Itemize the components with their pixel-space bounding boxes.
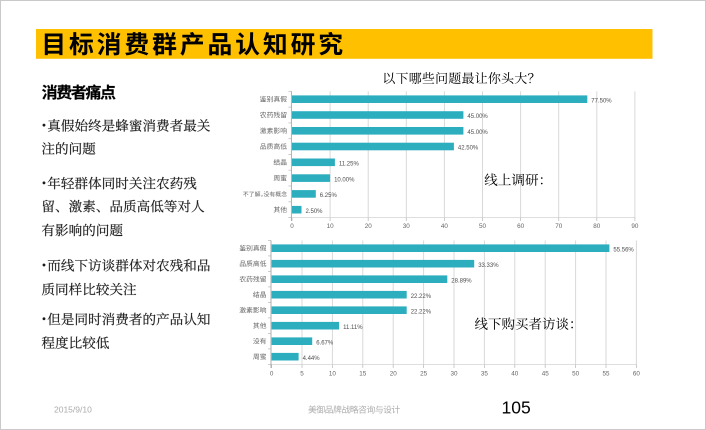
- svg-text:70: 70: [555, 223, 563, 230]
- svg-text:60: 60: [517, 223, 525, 230]
- svg-text:50: 50: [572, 371, 580, 378]
- svg-text:35: 35: [481, 371, 489, 378]
- svg-text:11.25%: 11.25%: [339, 162, 360, 168]
- svg-text:10.00%: 10.00%: [334, 177, 355, 183]
- svg-text:10: 10: [327, 223, 335, 230]
- svg-text:60: 60: [633, 371, 641, 378]
- svg-text:11.11%: 11.11%: [343, 325, 363, 331]
- svg-text:55.56%: 55.56%: [613, 247, 634, 253]
- svg-text:22.22%: 22.22%: [411, 294, 432, 300]
- svg-text:50: 50: [479, 223, 487, 230]
- svg-text:42.50%: 42.50%: [458, 146, 479, 152]
- svg-text:30: 30: [403, 223, 411, 230]
- svg-text:2.50%: 2.50%: [306, 209, 324, 215]
- svg-text:15: 15: [359, 371, 367, 378]
- svg-text:55: 55: [602, 371, 610, 378]
- svg-text:2015/9/10: 2015/9/10: [54, 404, 92, 414]
- svg-text:40: 40: [441, 223, 449, 230]
- svg-text:0: 0: [270, 371, 274, 378]
- svg-text:25: 25: [420, 371, 428, 378]
- svg-text:6.67%: 6.67%: [316, 340, 334, 346]
- svg-text:30: 30: [450, 371, 458, 378]
- svg-text:80: 80: [593, 223, 601, 230]
- svg-text:90: 90: [631, 223, 639, 230]
- svg-text:4.44%: 4.44%: [303, 356, 321, 362]
- svg-text:10: 10: [329, 371, 337, 378]
- svg-text:28.89%: 28.89%: [451, 278, 472, 284]
- svg-text:22.22%: 22.22%: [411, 309, 432, 315]
- svg-text:105: 105: [502, 398, 531, 418]
- svg-text:6.25%: 6.25%: [320, 193, 338, 199]
- svg-text:77.50%: 77.50%: [591, 98, 612, 104]
- svg-text:33.33%: 33.33%: [478, 263, 499, 269]
- svg-text:0: 0: [290, 223, 294, 230]
- svg-text:45.00%: 45.00%: [467, 130, 488, 136]
- svg-text:45: 45: [542, 371, 550, 378]
- svg-text:5: 5: [300, 371, 304, 378]
- svg-text:20: 20: [390, 371, 398, 378]
- svg-text:40: 40: [511, 371, 519, 378]
- svg-text:45.00%: 45.00%: [467, 114, 488, 120]
- svg-text:20: 20: [365, 223, 373, 230]
